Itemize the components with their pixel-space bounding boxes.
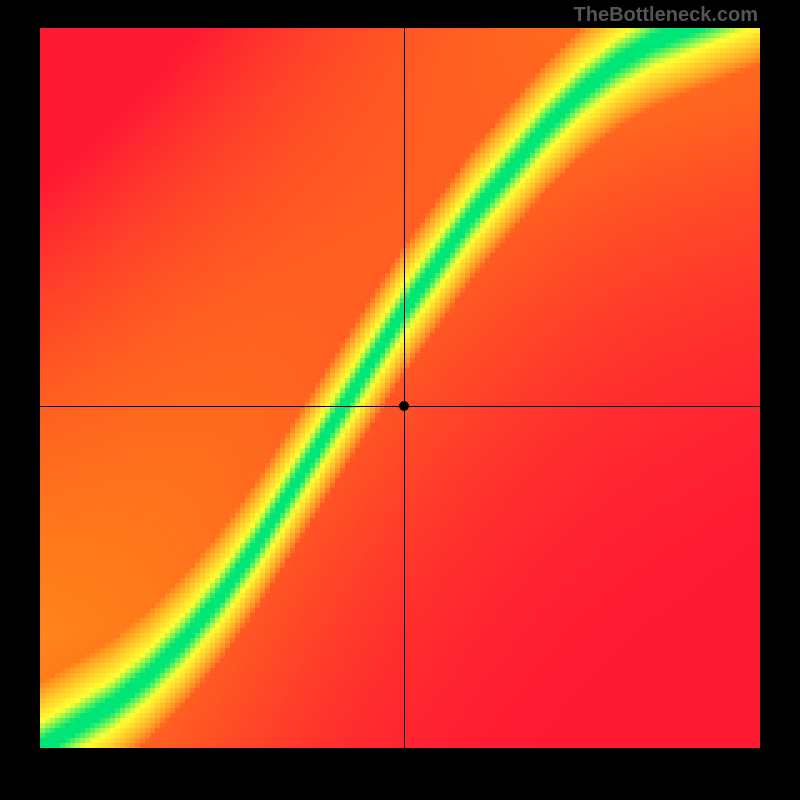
watermark-text: TheBottleneck.com [574,4,758,27]
heatmap-canvas [40,28,760,748]
bottleneck-heatmap-chart [40,28,760,748]
crosshair-marker [399,401,409,411]
crosshair-vertical [404,28,405,748]
